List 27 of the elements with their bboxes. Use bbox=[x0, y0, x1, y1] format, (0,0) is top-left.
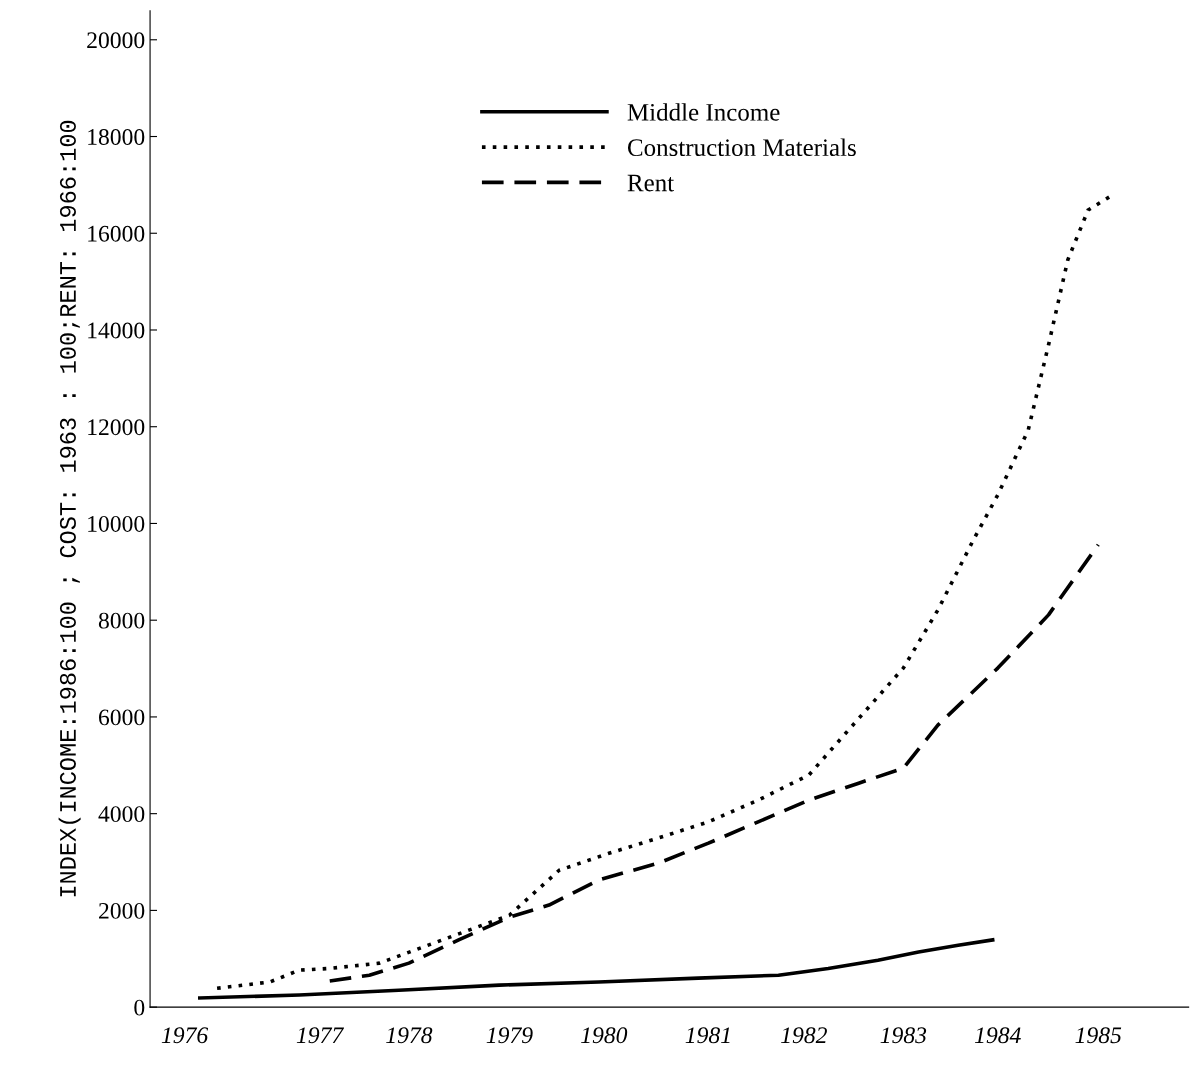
y-tick-label: 4000 bbox=[98, 806, 145, 823]
legend-label: Middle Income bbox=[627, 103, 780, 121]
x-tick-label: 1981 bbox=[685, 1027, 730, 1044]
y-axis-title: INDEX(INCOME:1986:100 ; COST: 1963 : 100;RENT: 1966:100 bbox=[58, 120, 81, 897]
y-tick-label: 10000 bbox=[88, 515, 145, 532]
y-tick-label: 8000 bbox=[98, 612, 145, 629]
y-tick-label: 6000 bbox=[99, 709, 145, 726]
y-tick-label: 0 bbox=[134, 999, 145, 1016]
x-tick-label: 1978 bbox=[386, 1027, 433, 1044]
x-tick-label: 1983 bbox=[880, 1027, 927, 1044]
x-tick-label: 1985 bbox=[1075, 1027, 1122, 1044]
x-tick-label: 1977 bbox=[296, 1027, 345, 1044]
line-series bbox=[198, 938, 995, 1000]
y-tick-label: 14000 bbox=[88, 322, 145, 339]
y-tick-label: 20000 bbox=[87, 32, 145, 49]
x-tick-label: 1976 bbox=[161, 1027, 209, 1044]
x-tick-label: 1982 bbox=[781, 1027, 827, 1044]
y-tick-label: 18000 bbox=[88, 129, 145, 145]
legend-label: Rent bbox=[627, 174, 674, 192]
y-tick-label: 12000 bbox=[88, 419, 145, 436]
x-tick-label: 1980 bbox=[581, 1027, 628, 1044]
legend-label: Construction Materials bbox=[627, 138, 856, 157]
y-tick-label: 16000 bbox=[88, 225, 145, 242]
y-tick-label: 2000 bbox=[99, 902, 145, 919]
line-series bbox=[327, 542, 1101, 983]
x-tick-label: 1984 bbox=[974, 1027, 1021, 1044]
x-tick-label: 1979 bbox=[486, 1027, 533, 1044]
